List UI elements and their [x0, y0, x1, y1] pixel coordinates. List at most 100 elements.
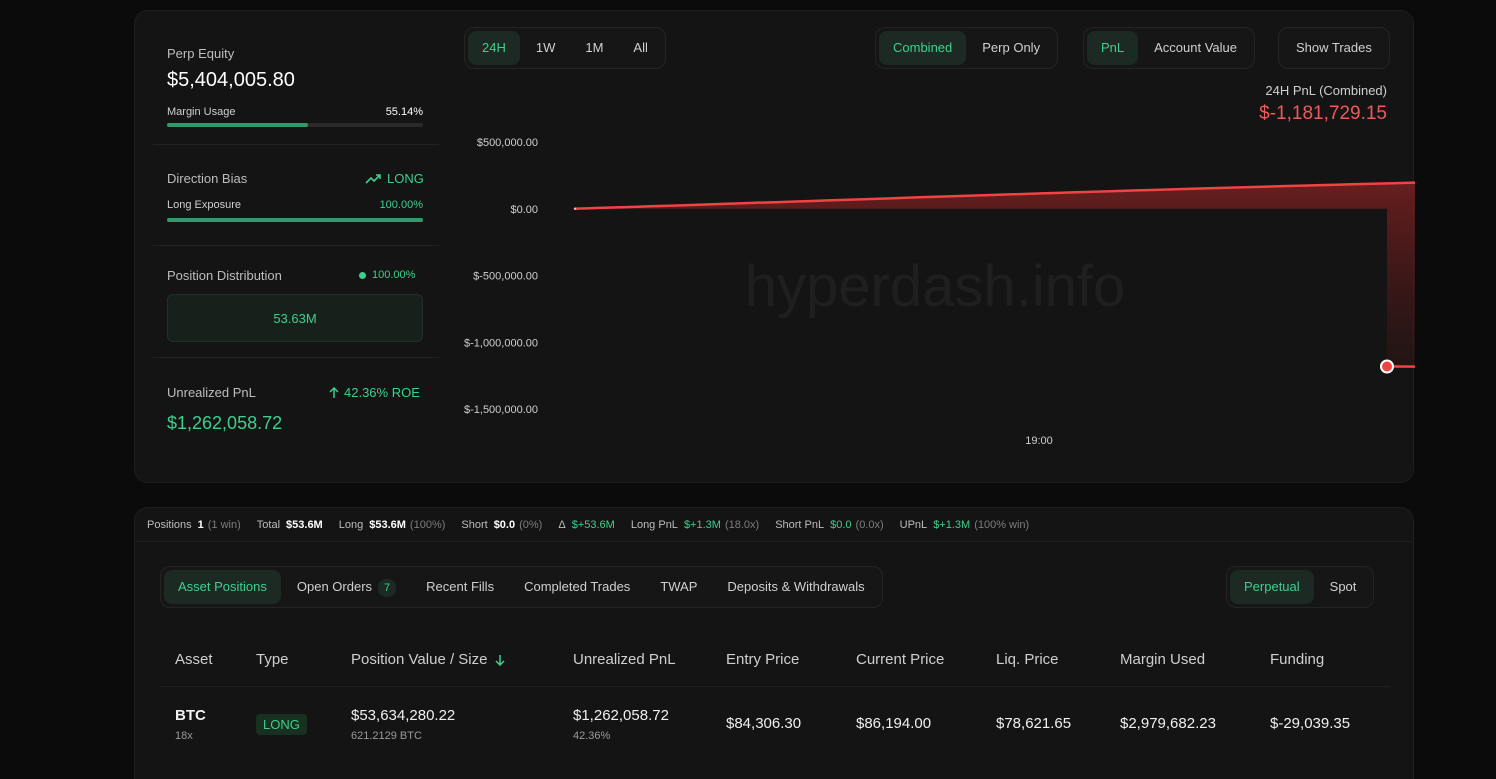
tab-asset-positions[interactable]: Asset Positions	[164, 570, 281, 604]
market-perpetual[interactable]: Perpetual	[1230, 570, 1314, 604]
positions-tabs: Asset Positions Open Orders 7 Recent Fill…	[160, 566, 883, 608]
direction-bias-indicator: LONG	[365, 171, 424, 186]
margin-usage-label: Margin Usage	[167, 106, 236, 118]
trending-up-icon	[365, 173, 381, 184]
stat-long: Long $53.6M (100%)	[338, 518, 446, 531]
row-margin-used: $2,979,682.23	[1120, 715, 1216, 732]
position-distribution-value: 100.00%	[372, 269, 416, 281]
x-tick-label: 19:00	[1025, 435, 1053, 447]
sort-down-icon	[495, 654, 505, 666]
divider	[160, 686, 1390, 687]
divider	[153, 357, 439, 358]
y-tick-label: $0.00	[510, 204, 538, 216]
timeframe-1m[interactable]: 1M	[585, 40, 604, 55]
long-exposure-label: Long Exposure	[167, 199, 241, 211]
stat-delta: Δ $+53.6M	[558, 518, 615, 531]
long-exposure-bar	[167, 218, 423, 222]
row-current-price: $86,194.00	[856, 715, 932, 732]
show-trades-toggle: Show Trades	[1278, 27, 1390, 69]
row-entry-price: $84,306.30	[726, 715, 802, 732]
timeframe-selector: 24H 1W 1M All	[464, 27, 666, 69]
market-spot[interactable]: Spot	[1329, 579, 1357, 594]
col-position-value-label: Position Value / Size	[351, 651, 488, 668]
unrealized-pnl-value: $1,262,058.72	[167, 413, 283, 433]
row-position-size: 621.2129 BTC	[351, 730, 422, 742]
stat-upnl: UPnL $+1.3M (100% win)	[899, 518, 1030, 531]
metric-pnl[interactable]: PnL	[1087, 31, 1139, 65]
mode-combined[interactable]: Combined	[879, 31, 967, 65]
long-dot-icon	[359, 271, 366, 279]
row-funding: $-29,039.35	[1270, 715, 1351, 732]
row-liq-price: $78,621.65	[996, 715, 1072, 732]
y-tick-label: $-1,500,000.00	[464, 404, 538, 416]
margin-usage-bar	[167, 123, 423, 127]
positions-stats-bar: Positions 1 (1 win) Total $53.6M Long $53.6M…	[135, 508, 1413, 542]
positions-panel: Positions 1 (1 win) Total $53.6M Long $53.6M…	[134, 507, 1414, 779]
margin-usage-value: 55.14%	[385, 106, 423, 118]
long-exposure-value: 100.00%	[379, 199, 423, 211]
col-entry-price[interactable]: Entry Price	[726, 651, 800, 668]
col-current-price[interactable]: Current Price	[856, 651, 945, 668]
col-type[interactable]: Type	[256, 651, 289, 668]
col-margin-used[interactable]: Margin Used	[1120, 651, 1206, 668]
col-asset[interactable]: Asset	[175, 651, 213, 668]
col-position-value[interactable]: Position Value / Size	[351, 651, 505, 668]
performance-panel: Perp Equity $5,404,005.80 Margin Usage 5…	[134, 10, 1415, 483]
row-position-value: $53,634,280.22	[351, 707, 456, 724]
chart-title: 24H PnL (Combined)	[1265, 83, 1387, 98]
tab-twap[interactable]: TWAP	[660, 579, 698, 594]
timeframe-24h[interactable]: 24H	[468, 31, 520, 65]
mode-perp-only[interactable]: Perp Only	[982, 40, 1041, 55]
stat-short-pnl: Short PnL $0.0 (0.0x)	[775, 518, 884, 531]
show-trades-button[interactable]: Show Trades	[1296, 40, 1372, 55]
row-leverage: 18x	[175, 730, 193, 742]
position-distribution-label: Position Distribution	[167, 268, 282, 283]
y-tick-label: $-500,000.00	[473, 271, 538, 283]
tab-open-orders-label: Open Orders	[296, 579, 373, 594]
direction-bias-label: Direction Bias	[167, 171, 248, 186]
tab-deposits-withdrawals[interactable]: Deposits & Withdrawals	[727, 579, 865, 594]
position-distribution-indicator: 100.00%	[359, 269, 415, 281]
divider	[153, 144, 439, 145]
chart-headline-value: $-1,181,729.15	[1259, 103, 1387, 124]
row-type-badge: LONG	[256, 714, 307, 735]
row-unrealized-pnl: $1,262,058.72	[573, 707, 669, 724]
arrow-up-icon	[329, 386, 339, 398]
current-value-marker	[1380, 359, 1394, 374]
stat-positions: Positions 1 (1 win)	[147, 518, 241, 531]
watermark: hyperdash.info	[745, 254, 1125, 319]
col-unrealized-pnl[interactable]: Unrealized PnL	[573, 651, 676, 668]
open-orders-count-badge: 7	[378, 579, 397, 597]
mode-selector: Combined Perp Only	[875, 27, 1059, 69]
row-asset: BTC	[175, 707, 206, 724]
y-tick-label: $-1,000,000.00	[464, 337, 538, 349]
col-liq-price[interactable]: Liq. Price	[996, 651, 1059, 668]
direction-bias-value: LONG	[387, 171, 424, 186]
timeframe-1w[interactable]: 1W	[535, 40, 556, 55]
stat-long-pnl: Long PnL $+1.3M (18.0x)	[630, 518, 760, 531]
pnl-line	[574, 181, 1415, 368]
timeframe-all[interactable]: All	[633, 40, 648, 55]
tab-recent-fills[interactable]: Recent Fills	[426, 579, 495, 594]
perp-equity-value: $5,404,005.80	[167, 69, 295, 91]
pnl-area	[575, 182, 1415, 367]
roe-value: 42.36% ROE	[344, 385, 420, 400]
row-unrealized-pnl-pct: 42.36%	[573, 730, 611, 742]
metric-account-value[interactable]: Account Value	[1154, 40, 1238, 55]
perp-equity-label: Perp Equity	[167, 46, 235, 61]
divider	[153, 245, 439, 246]
stat-total: Total $53.6M	[256, 518, 323, 531]
tab-completed-trades[interactable]: Completed Trades	[524, 579, 631, 594]
col-funding[interactable]: Funding	[1270, 651, 1325, 668]
roe-indicator: 42.36% ROE	[329, 385, 420, 400]
long-exposure-bar-fill	[167, 218, 423, 222]
data-point	[573, 207, 577, 210]
margin-usage-bar-fill	[167, 123, 309, 127]
stat-short: Short $0.0 (0%)	[461, 518, 543, 531]
pnl-chart: hyperdash.info $500,000.00 $0.00 $-500,000…	[464, 137, 1415, 447]
market-selector: Perpetual Spot	[1226, 566, 1375, 608]
tab-open-orders[interactable]: Open Orders 7	[283, 570, 410, 604]
unrealized-pnl-label: Unrealized PnL	[167, 385, 256, 400]
metric-selector: PnL Account Value	[1083, 27, 1256, 69]
position-distribution-box[interactable]: 53.63M	[167, 294, 423, 342]
